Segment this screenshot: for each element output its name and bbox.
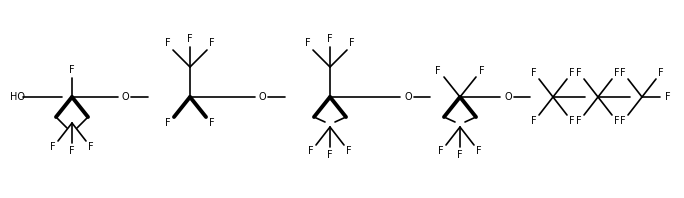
Text: F: F: [187, 34, 193, 44]
Text: F: F: [209, 38, 215, 48]
Text: F: F: [305, 38, 311, 48]
Text: F: F: [69, 65, 75, 75]
Text: O: O: [404, 92, 412, 102]
Text: F: F: [614, 68, 620, 78]
Text: F: F: [166, 38, 171, 48]
Text: F: F: [476, 146, 482, 156]
Text: HO: HO: [10, 92, 25, 102]
Text: F: F: [166, 118, 171, 128]
Text: O: O: [258, 92, 266, 102]
Text: F: F: [620, 116, 626, 126]
Text: F: F: [531, 116, 537, 126]
Text: F: F: [658, 68, 663, 78]
Text: F: F: [576, 68, 582, 78]
Text: F: F: [457, 150, 463, 160]
Text: F: F: [69, 146, 75, 156]
Text: F: F: [479, 66, 485, 76]
Text: F: F: [614, 116, 620, 126]
Text: F: F: [569, 68, 575, 78]
Text: F: F: [50, 142, 56, 152]
Text: F: F: [350, 38, 355, 48]
Text: F: F: [665, 92, 671, 102]
Text: F: F: [308, 146, 314, 156]
Text: F: F: [435, 66, 440, 76]
Text: F: F: [209, 118, 215, 128]
Text: F: F: [576, 116, 582, 126]
Text: F: F: [88, 142, 94, 152]
Text: F: F: [620, 68, 626, 78]
Text: F: F: [346, 146, 352, 156]
Text: F: F: [569, 116, 575, 126]
Text: O: O: [504, 92, 512, 102]
Text: F: F: [531, 68, 537, 78]
Text: F: F: [327, 34, 333, 44]
Text: F: F: [438, 146, 444, 156]
Text: F: F: [327, 150, 333, 160]
Text: O: O: [121, 92, 129, 102]
